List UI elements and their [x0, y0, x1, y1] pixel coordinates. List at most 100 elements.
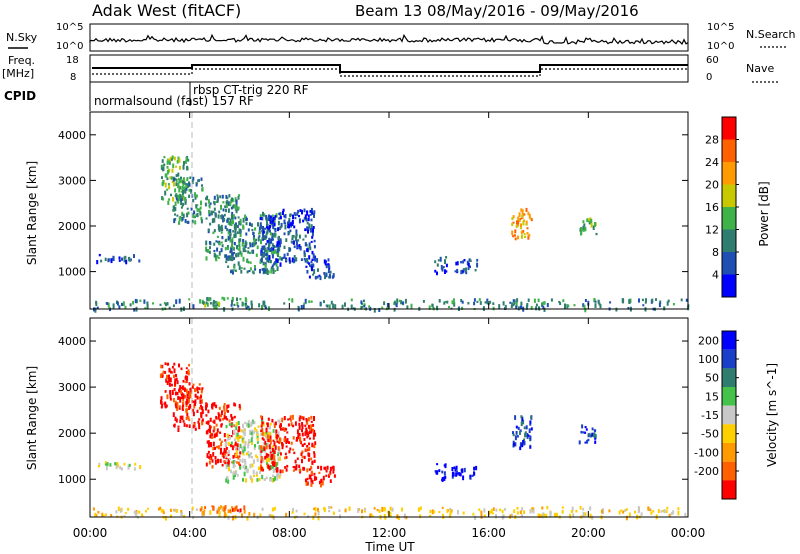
- power-echo-cell: [285, 238, 288, 242]
- velocity-echo-cell: [310, 415, 313, 420]
- velocity-echo-cell: [176, 380, 179, 385]
- power-echo-cell: [116, 301, 119, 306]
- velocity-echo-cell: [275, 465, 278, 471]
- power-echo-cell: [237, 195, 240, 200]
- power-echo-cell: [226, 297, 229, 300]
- velocity-echo-cell: [492, 507, 495, 511]
- power-echo-cell: [123, 256, 126, 260]
- power-echo-cell: [465, 271, 468, 275]
- power-echo-cell: [363, 303, 366, 306]
- velocity-echo-cell: [459, 472, 462, 477]
- power-echo-cell: [118, 256, 121, 260]
- velocity-echo-cell: [594, 436, 597, 440]
- velocity-echo-cell: [285, 468, 288, 472]
- velocity-echo-cell: [256, 478, 259, 482]
- power-echo-cell: [595, 232, 598, 236]
- power-echo-cell: [235, 199, 238, 205]
- power-echo-cell: [580, 230, 583, 235]
- power-echo-region: [199, 296, 248, 308]
- power-echo-cell: [467, 262, 470, 267]
- velocity-echo-cell: [389, 514, 392, 518]
- power-echo-cell: [213, 252, 216, 258]
- power-echo-cell: [96, 260, 99, 265]
- velocity-echo-cell: [239, 466, 242, 470]
- velocity-echo-cell: [173, 423, 176, 426]
- velocity-echo-cell: [185, 408, 188, 413]
- velocity-echo-cell: [207, 409, 210, 414]
- beam-date-title: Beam 13 08/May/2016 - 09/May/2016: [355, 2, 639, 20]
- power-echo-cell: [217, 214, 220, 219]
- velocity-echo-cell: [312, 423, 315, 427]
- power-echo-cell: [270, 269, 273, 274]
- velocity-echo-cell: [147, 507, 150, 510]
- velocity-echo-cell: [175, 509, 178, 513]
- velocity-echo-cell: [265, 445, 268, 450]
- power-echo-cell: [298, 244, 301, 247]
- power-echo-cell: [181, 194, 184, 198]
- velocity-echo-cell: [256, 441, 259, 444]
- velocity-echo-cell: [264, 450, 267, 453]
- power-echo-cell: [304, 214, 307, 220]
- velocity-echo-cell: [237, 455, 240, 460]
- velocity-echo-cell: [224, 455, 227, 458]
- power-echo-cell: [188, 194, 191, 198]
- velocity-echo-cell: [273, 467, 276, 472]
- power-echo-cell: [327, 258, 330, 262]
- velocity-echo-cell: [232, 507, 234, 512]
- velocity-echo-cell: [242, 423, 244, 428]
- velocity-echo-cell: [308, 431, 311, 434]
- power-echo-cell: [510, 305, 513, 308]
- power-echo-cell: [269, 248, 272, 253]
- velocity-echo-cell: [491, 512, 494, 515]
- power-echo-cell: [255, 238, 257, 242]
- velocity-echo-cell: [201, 387, 204, 390]
- power-echo-cell: [288, 298, 291, 301]
- power-echo-cell: [230, 206, 233, 210]
- power-echo-cell: [267, 247, 270, 251]
- power-echo-cell: [208, 211, 211, 217]
- velocity-echo-cell: [173, 388, 176, 391]
- power-echo-cell: [245, 222, 248, 226]
- power-echo-cell: [469, 265, 471, 269]
- power-echo-cell: [186, 207, 189, 210]
- power-echo-cell: [195, 213, 198, 217]
- velocity-echo-cell: [223, 511, 226, 517]
- velocity-echo-cell: [223, 405, 226, 409]
- velocity-echo-cell: [304, 431, 307, 436]
- power-echo-cell: [344, 302, 346, 307]
- velocity-echo-cell: [201, 421, 204, 426]
- velocity-echo-cell: [298, 425, 301, 429]
- velocity-echo-cell: [451, 475, 454, 479]
- velocity-echo-cell: [232, 460, 235, 465]
- power-echo-cell: [584, 307, 587, 313]
- velocity-echo-cell: [177, 395, 180, 400]
- power-echo-cell: [263, 268, 266, 273]
- power-echo-cell: [133, 254, 135, 258]
- velocity-echo-cell: [174, 416, 177, 421]
- power-echo-cell: [139, 299, 142, 302]
- velocity-echo-cell: [208, 460, 211, 465]
- velocity-echo-cell: [504, 508, 506, 511]
- velocity-echo-cell: [317, 511, 320, 515]
- power-echo-cell: [451, 300, 454, 305]
- velocity-echo-cell: [240, 429, 243, 433]
- power-echo-cell: [218, 226, 221, 232]
- power-echo-cell: [302, 304, 305, 309]
- velocity-echo-cell: [238, 508, 241, 514]
- velocity-echo-cell: [105, 466, 108, 471]
- power-echo-cell: [542, 301, 545, 305]
- velocity-echo-cell: [462, 511, 465, 515]
- velocity-echo-cell: [591, 427, 594, 431]
- power-echo-cell: [214, 213, 217, 218]
- power-echo-cell: [442, 266, 445, 269]
- velocity-echo-cell: [438, 469, 441, 473]
- power-echo-cell: [276, 241, 279, 245]
- power-echo-cell: [272, 238, 274, 241]
- power-y-tick-label: 4000: [58, 129, 86, 142]
- power-echo-cell: [208, 241, 211, 245]
- velocity-echo-cell: [254, 444, 256, 448]
- power-echo-cell: [327, 269, 330, 274]
- velocity-echo-cell: [203, 509, 206, 512]
- velocity-echo-cell: [526, 435, 529, 439]
- velocity-echo-cell: [207, 440, 210, 444]
